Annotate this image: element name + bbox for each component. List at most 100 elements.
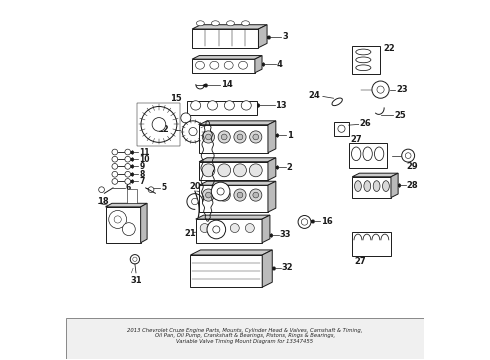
Circle shape [250, 189, 262, 201]
Text: 19: 19 [215, 191, 227, 200]
Circle shape [205, 134, 211, 140]
Circle shape [181, 113, 191, 123]
Polygon shape [105, 203, 147, 207]
Text: 11: 11 [139, 148, 150, 157]
Text: 9: 9 [139, 162, 145, 171]
Polygon shape [268, 121, 276, 153]
Ellipse shape [373, 181, 380, 192]
Text: 17: 17 [210, 188, 221, 197]
Polygon shape [255, 55, 262, 73]
Circle shape [112, 171, 118, 177]
Polygon shape [192, 29, 258, 48]
Ellipse shape [351, 147, 361, 161]
Circle shape [402, 149, 415, 162]
Text: 2: 2 [287, 163, 293, 172]
Polygon shape [199, 181, 276, 185]
Ellipse shape [230, 224, 239, 233]
Ellipse shape [200, 224, 209, 233]
Polygon shape [262, 215, 270, 243]
Polygon shape [187, 102, 257, 115]
Text: 24: 24 [309, 91, 320, 100]
Circle shape [218, 164, 231, 177]
Ellipse shape [383, 181, 390, 192]
Polygon shape [199, 162, 268, 180]
Polygon shape [196, 219, 262, 243]
Text: 7: 7 [139, 177, 145, 186]
Ellipse shape [239, 61, 247, 69]
Text: 26: 26 [359, 119, 371, 128]
Circle shape [253, 134, 259, 140]
Circle shape [217, 188, 224, 195]
Text: 32: 32 [282, 263, 294, 272]
Circle shape [202, 189, 215, 201]
Polygon shape [191, 255, 262, 287]
Text: 3: 3 [282, 32, 288, 41]
Circle shape [213, 226, 220, 233]
Circle shape [189, 127, 197, 136]
Circle shape [152, 118, 166, 131]
Circle shape [237, 192, 243, 198]
Circle shape [130, 255, 140, 264]
Polygon shape [105, 207, 141, 243]
Polygon shape [191, 250, 272, 255]
Polygon shape [192, 25, 267, 29]
Ellipse shape [363, 147, 372, 161]
Polygon shape [196, 215, 270, 219]
Circle shape [372, 81, 389, 98]
Circle shape [98, 187, 104, 193]
Circle shape [221, 134, 227, 140]
Circle shape [202, 164, 215, 177]
Ellipse shape [191, 101, 201, 110]
Text: 13: 13 [275, 101, 287, 110]
Polygon shape [352, 177, 391, 198]
Circle shape [133, 257, 137, 261]
Circle shape [122, 223, 135, 235]
Circle shape [234, 131, 246, 143]
Circle shape [221, 192, 227, 198]
Ellipse shape [364, 181, 371, 192]
Text: 15: 15 [170, 94, 181, 103]
Polygon shape [66, 318, 424, 359]
Circle shape [207, 220, 225, 239]
Circle shape [234, 164, 246, 177]
Text: 20: 20 [190, 181, 201, 190]
Circle shape [405, 153, 411, 158]
Circle shape [218, 189, 230, 201]
Circle shape [377, 86, 384, 93]
Circle shape [237, 134, 243, 140]
Circle shape [253, 192, 259, 198]
Polygon shape [352, 173, 398, 177]
Circle shape [182, 121, 204, 142]
Text: 21: 21 [184, 229, 196, 238]
Circle shape [125, 163, 131, 169]
Ellipse shape [210, 61, 219, 69]
Polygon shape [192, 59, 255, 73]
Polygon shape [268, 181, 276, 212]
Polygon shape [199, 121, 276, 125]
Text: 2013 Chevrolet Cruze Engine Parts, Mounts, Cylinder Head & Valves, Camshaft & Ti: 2013 Chevrolet Cruze Engine Parts, Mount… [127, 328, 363, 344]
Ellipse shape [196, 61, 204, 69]
Text: 10: 10 [139, 155, 150, 164]
Ellipse shape [215, 224, 224, 233]
Circle shape [148, 187, 154, 193]
Circle shape [109, 211, 126, 228]
Polygon shape [199, 185, 268, 212]
Circle shape [125, 179, 131, 184]
Circle shape [250, 131, 262, 143]
Text: 5: 5 [161, 183, 166, 192]
Circle shape [205, 192, 211, 198]
Ellipse shape [224, 101, 234, 110]
Text: 27: 27 [350, 135, 362, 144]
Text: 23: 23 [396, 85, 408, 94]
Circle shape [114, 216, 122, 223]
Circle shape [112, 149, 118, 155]
Circle shape [112, 163, 118, 169]
Text: 8: 8 [139, 170, 145, 179]
Ellipse shape [208, 101, 218, 110]
Circle shape [141, 107, 177, 142]
Circle shape [112, 156, 118, 162]
Circle shape [125, 171, 131, 177]
Text: 29: 29 [406, 162, 418, 171]
Polygon shape [199, 125, 268, 153]
Circle shape [301, 219, 308, 225]
